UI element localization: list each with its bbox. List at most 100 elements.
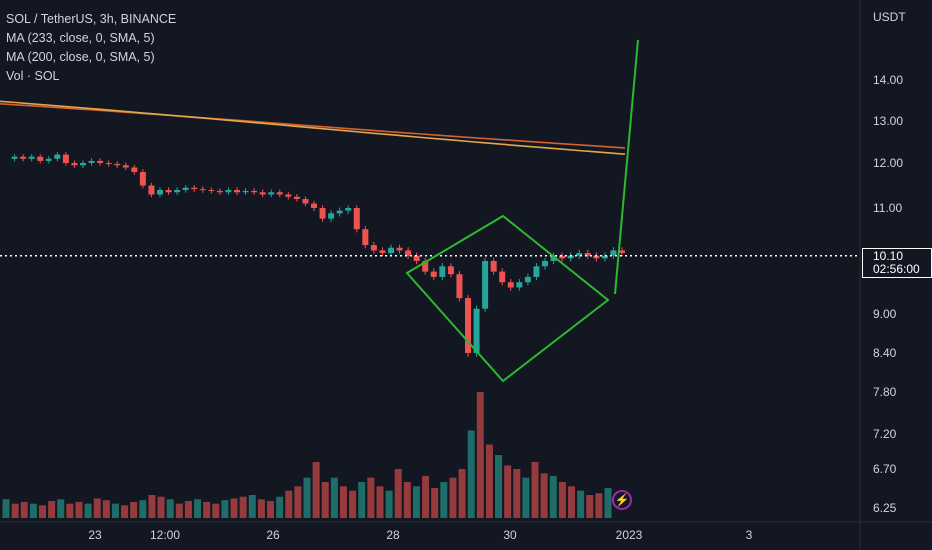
volume-bar <box>568 486 576 518</box>
candle-body <box>216 190 223 193</box>
candle-body <box>516 282 523 288</box>
bar-countdown: 02:56:00 <box>873 262 920 276</box>
volume-bar <box>276 496 284 518</box>
candle-body <box>319 208 326 219</box>
volume-bar <box>66 503 74 518</box>
candle-body <box>208 190 215 191</box>
volume-bar <box>102 500 110 518</box>
candle-body <box>293 196 300 199</box>
candle-body <box>610 250 617 256</box>
volume-bar <box>531 462 539 518</box>
candle-body <box>396 247 403 251</box>
volume-bar <box>458 469 466 518</box>
candle-body <box>482 261 489 309</box>
candle-body <box>576 253 583 256</box>
last-price: 10.10 <box>873 249 904 263</box>
candle-body <box>148 185 155 195</box>
time-tick-label: 23 <box>88 528 102 542</box>
price-tick-label: 9.00 <box>873 307 897 321</box>
volume-bar <box>248 495 256 518</box>
candle-body <box>507 282 514 288</box>
lightning-icon[interactable]: ⚡ <box>612 490 632 510</box>
candle-body <box>465 298 471 353</box>
volume-bar <box>166 499 174 518</box>
price-tick-label: 11.00 <box>873 201 902 215</box>
volume-bar <box>577 490 585 518</box>
volume-bar <box>604 488 612 518</box>
price-tick-label: 6.25 <box>873 501 897 515</box>
volume-bar <box>212 503 220 518</box>
candle-body <box>62 154 69 163</box>
candle-body <box>105 163 112 164</box>
candle-body <box>268 192 275 195</box>
candle-body <box>45 158 52 161</box>
volume-bar <box>549 475 557 518</box>
time-tick-label: 30 <box>503 528 517 542</box>
candle-body <box>379 250 386 254</box>
candle-body <box>533 266 540 277</box>
volume-bar <box>203 501 211 518</box>
price-tick-label: 7.20 <box>873 427 897 441</box>
volume-bar <box>175 503 183 518</box>
volume-bar <box>522 477 530 518</box>
candle-body <box>362 229 369 246</box>
volume-bar <box>11 503 19 518</box>
volume-bar <box>239 496 247 518</box>
volume-bar <box>394 469 402 518</box>
candle-body <box>11 156 18 159</box>
volume-bar <box>20 501 28 518</box>
candle-body <box>114 163 121 166</box>
candle-body <box>456 274 463 299</box>
volume-legend[interactable]: Vol · SOL <box>6 69 60 83</box>
volume-bar <box>376 486 384 518</box>
ma200-legend[interactable]: MA (200, close, 0, SMA, 5) <box>6 50 155 64</box>
volume-bar <box>504 465 512 518</box>
candle-body <box>370 245 377 251</box>
candle-body <box>131 167 138 172</box>
volume-bar <box>194 499 202 518</box>
volume-bar <box>48 501 56 518</box>
time-tick-label: 28 <box>386 528 400 542</box>
candle-body <box>336 210 343 214</box>
candle-body <box>157 190 163 195</box>
candle-body <box>567 255 574 259</box>
ma200-line <box>0 103 626 149</box>
volume-bar <box>111 503 119 518</box>
volume-bar <box>412 486 420 518</box>
volume-bar <box>540 473 548 518</box>
volume-bar <box>75 501 83 518</box>
volume-bar <box>358 482 366 518</box>
time-tick-label: 12:00 <box>150 528 180 542</box>
volume-bar <box>558 482 566 518</box>
candle-body <box>413 255 420 261</box>
price-tick-label: 12.00 <box>873 156 903 170</box>
time-tick-label: 2023 <box>616 528 643 542</box>
volume-bar <box>130 501 138 518</box>
chart-legend: SOL / TetherUS, 3h, BINANCE MA (233, clo… <box>6 10 176 86</box>
volume-bar <box>257 499 265 518</box>
candle-body <box>593 255 600 259</box>
volume-bar <box>403 482 411 518</box>
symbol-title[interactable]: SOL / TetherUS, 3h, BINANCE <box>6 12 177 26</box>
candle-body <box>345 208 352 211</box>
candle-body <box>328 213 335 219</box>
candle-body <box>71 163 78 166</box>
volume-bar <box>385 490 393 518</box>
volume-bar <box>294 486 302 518</box>
candle-body <box>234 190 240 193</box>
candle-body <box>353 208 360 230</box>
candle-body <box>122 165 129 168</box>
ma233-legend[interactable]: MA (233, close, 0, SMA, 5) <box>6 31 155 45</box>
candle-body <box>430 271 437 277</box>
price-tick-label: 14.00 <box>873 73 903 87</box>
volume-bar <box>485 444 493 518</box>
candle-body <box>550 255 557 261</box>
candle-body <box>619 250 625 254</box>
volume-bar <box>84 503 92 518</box>
candle-body <box>285 194 292 197</box>
candle-body <box>139 172 146 186</box>
volume-bar <box>431 488 439 518</box>
volume-bar <box>285 490 293 518</box>
volume-bar <box>93 498 101 518</box>
